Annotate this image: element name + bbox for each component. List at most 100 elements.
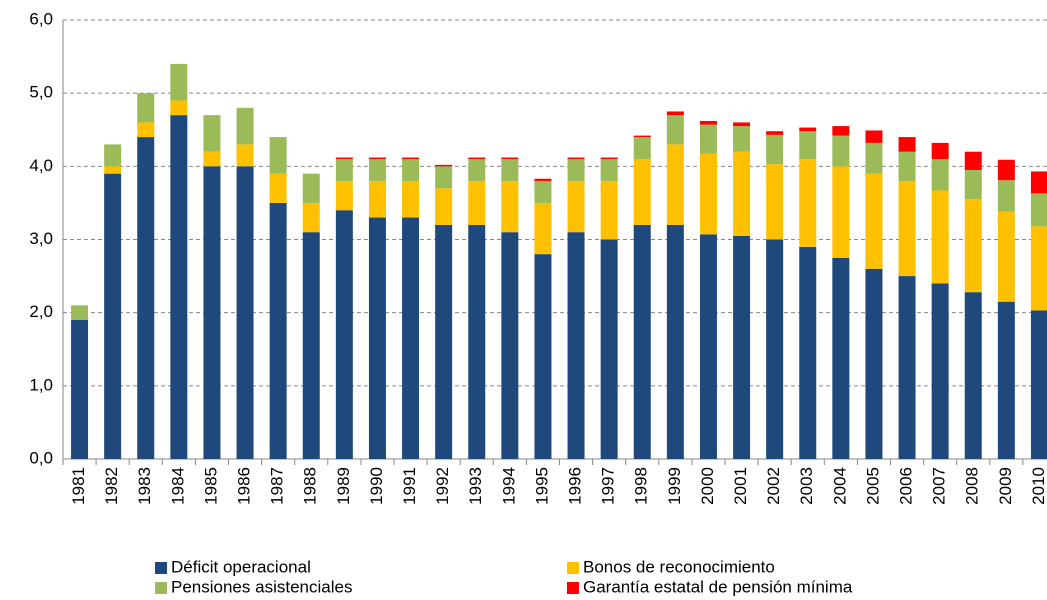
bar-segment [699, 124, 717, 154]
x-tick-label: 1985 [201, 467, 220, 505]
x-tick-label: 1995 [532, 467, 551, 505]
x-tick-label: 2003 [797, 467, 816, 505]
x-tick-label: 1996 [566, 467, 585, 505]
bar-segment [931, 190, 949, 284]
bar-segment [898, 137, 916, 152]
bar-segment [203, 151, 221, 167]
bar-segment [501, 232, 519, 459]
bar-segment [1030, 171, 1047, 194]
bar-segment [898, 180, 916, 277]
bar-segment [302, 232, 320, 459]
bar-segment [865, 142, 883, 174]
legend-swatch [567, 582, 579, 594]
bar-segment [335, 210, 353, 459]
x-tick-label: 1990 [367, 467, 386, 505]
bar-segment [832, 257, 850, 459]
bar-segment [170, 63, 188, 101]
y-tick-label: 4,0 [29, 156, 53, 175]
bar-segment [468, 224, 486, 459]
y-tick-label: 0,0 [29, 448, 53, 467]
x-tick-label: 1997 [599, 467, 618, 505]
bar-segment [501, 180, 519, 233]
bar-segment [269, 173, 287, 203]
bar-segment [137, 93, 155, 123]
bar-segment [236, 166, 254, 460]
x-tick-label: 2002 [764, 467, 783, 505]
x-tick-label: 2007 [930, 467, 949, 505]
bar-segment [1030, 226, 1047, 311]
bar-segment [435, 166, 453, 189]
bar-segment [368, 217, 386, 459]
bar-segment [567, 159, 585, 181]
bar-segment [468, 180, 486, 225]
x-tick-label: 1988 [301, 467, 320, 505]
bar-segment [997, 159, 1015, 181]
bar-segment [368, 157, 386, 160]
bar-segment [898, 276, 916, 459]
bar-segment [302, 173, 320, 203]
x-tick-label: 1993 [466, 467, 485, 505]
bar-segment [766, 134, 784, 165]
legend-label: Garantía estatal de pensión mínima [583, 577, 853, 596]
bar-segment [236, 107, 254, 145]
bar-segment [104, 144, 122, 167]
bar-segment [104, 173, 122, 459]
bar-segment [104, 166, 122, 174]
bar-segment [600, 239, 618, 459]
x-tick-label: 2001 [731, 467, 750, 505]
bar-segment [435, 164, 453, 167]
bar-segment [302, 202, 320, 233]
bar-segment [865, 268, 883, 459]
bar-segment [203, 166, 221, 460]
bar-segment [766, 164, 784, 240]
y-tick-label: 5,0 [29, 83, 53, 102]
bar-segment [633, 137, 651, 160]
bar-segment [1030, 310, 1047, 459]
y-tick-label: 2,0 [29, 302, 53, 321]
x-tick-label: 1984 [168, 467, 187, 505]
bar-segment [733, 126, 751, 152]
x-tick-label: 2009 [996, 467, 1015, 505]
y-tick-label: 6,0 [29, 9, 53, 28]
bar-segment [733, 235, 751, 459]
bar-segment [402, 217, 420, 459]
legend-swatch [155, 562, 167, 574]
bar-segment [832, 135, 850, 167]
x-tick-label: 1992 [433, 467, 452, 505]
bar-segment [931, 283, 949, 459]
bar-segment [733, 122, 751, 127]
bar-segment [501, 157, 519, 160]
bar-segment [931, 142, 949, 160]
bar-segment [534, 202, 552, 255]
bar-segment [799, 127, 817, 132]
bar-segment [402, 180, 420, 218]
bar-segment [964, 292, 982, 459]
bar-segment [203, 115, 221, 152]
legend-swatch [567, 562, 579, 574]
bar-segment [600, 157, 618, 160]
bar-segment [335, 157, 353, 160]
bar-segment [402, 159, 420, 181]
bar-segment [964, 169, 982, 200]
bar-segment [865, 130, 883, 143]
bar-segment [1030, 193, 1047, 227]
bar-segment [600, 159, 618, 181]
x-tick-label: 1986 [235, 467, 254, 505]
bar-segment [666, 111, 684, 116]
y-tick-label: 3,0 [29, 229, 53, 248]
bar-segment [534, 254, 552, 459]
bar-segment [832, 126, 850, 136]
bar-segment [534, 178, 552, 181]
bar-segment [170, 100, 188, 116]
x-tick-label: 2004 [830, 467, 849, 505]
bar-segment [137, 137, 155, 460]
bar-segment [269, 137, 287, 174]
bar-segment [832, 166, 850, 258]
bar-segment [335, 180, 353, 211]
bar-segment [766, 239, 784, 459]
bar-segment [799, 246, 817, 459]
bar-segment [335, 159, 353, 181]
x-tick-label: 2008 [963, 467, 982, 505]
bar-segment [766, 131, 784, 135]
